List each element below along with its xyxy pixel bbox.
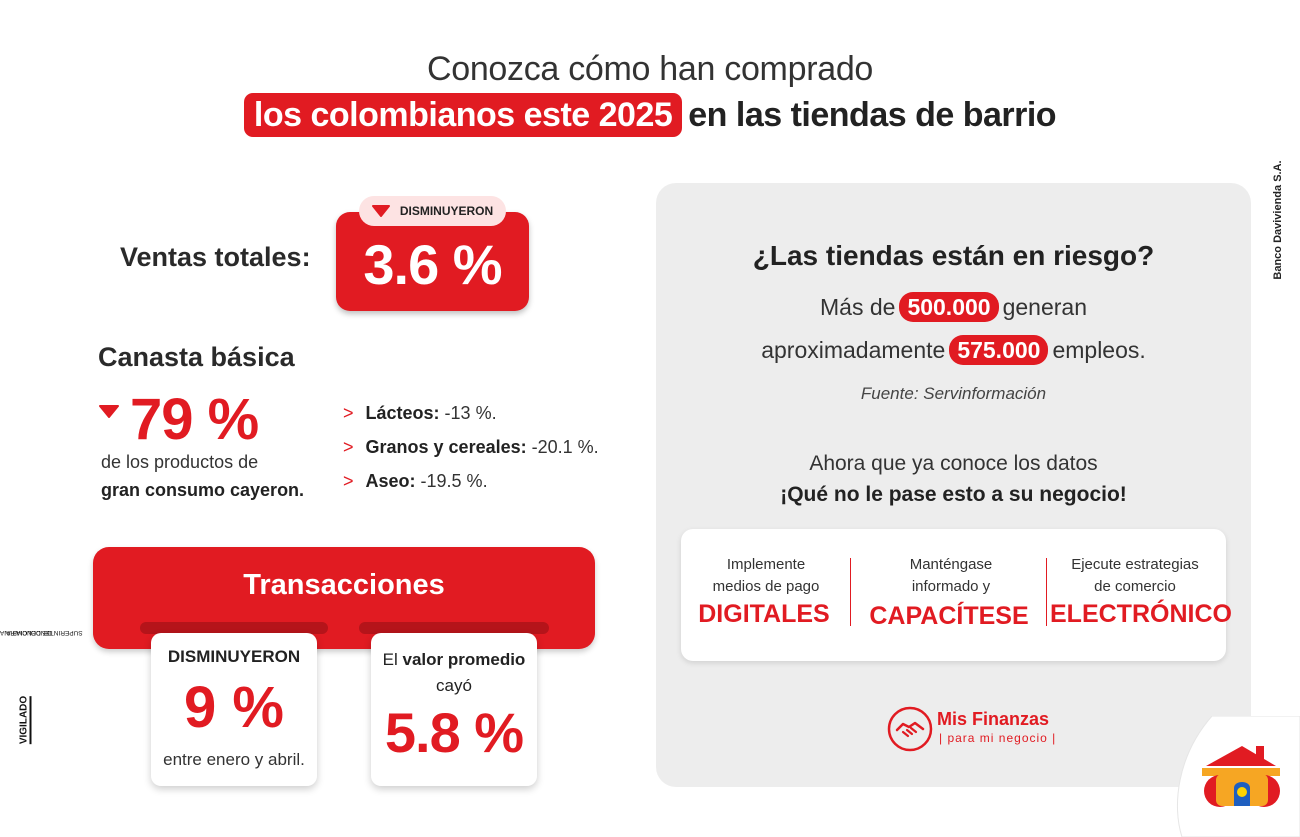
card-slot	[140, 622, 328, 634]
panel-source: Fuente: Servinformación	[860, 384, 1047, 403]
panel-question: ¿Las tiendas están en riesgo?	[752, 240, 1155, 271]
ventas-label: Ventas totales:	[120, 242, 311, 272]
tips-card	[681, 529, 1226, 661]
panel-cta-line2: ¡Qué no le pase esto a su negocio!	[780, 483, 1127, 506]
card2-text-pre: El	[382, 650, 403, 669]
ventas-badge: DISMINUYERON	[359, 196, 506, 226]
category-value: -20.1 %.	[526, 437, 599, 457]
category-item: > Lácteos: -13 %.	[343, 403, 497, 424]
category-value: -13 %.	[439, 403, 497, 423]
caret-down-icon	[99, 405, 119, 418]
tip2-line2: informado y	[911, 578, 991, 595]
tip3-line1: Ejecute estrategias	[1071, 556, 1199, 573]
stat1-number: 500.000	[899, 292, 999, 322]
tip-small: Ejecute estrategias de comercio	[1050, 554, 1220, 598]
tip2-big: CAPACÍTESE	[869, 602, 1029, 630]
panel-cta-line1: Ahora que ya conoce los datos	[809, 452, 1098, 475]
tip1-line1: Implemente	[726, 556, 806, 573]
bank-label-text: Banco Davivienda S.A.	[1272, 160, 1284, 280]
ventas-value: 3.6 %	[363, 233, 502, 296]
category-item: > Aseo: -19.5 %.	[343, 471, 488, 492]
card-slot	[359, 622, 549, 634]
stat1-post: generan	[1002, 294, 1087, 320]
bank-vertical-label: Banco Davivienda S.A.	[1263, 150, 1293, 290]
category-item: > Granos y cereales: -20.1 %.	[343, 437, 599, 458]
caret-down-icon	[371, 205, 390, 217]
chevron-right-icon: >	[343, 471, 354, 491]
card2-text-bold: valor promedio	[402, 650, 526, 669]
tip3-big: ELECTRÓNICO	[1050, 600, 1232, 628]
tip-divider	[1046, 558, 1047, 626]
title-line1: Conozca cómo han comprado	[426, 50, 874, 88]
ventas-badge-label: DISMINUYERON	[399, 204, 494, 218]
stat2-post: empleos.	[1052, 337, 1146, 363]
transacciones-title: Transacciones	[243, 569, 445, 601]
panel-stat-line2: aproximadamente 575.000 empleos.	[656, 335, 1251, 365]
card2-text: El valor promedio cayó	[371, 647, 537, 699]
chevron-right-icon: >	[343, 403, 354, 423]
tip1-line2: medios de pago	[712, 578, 820, 595]
card1-value: 9 %	[184, 675, 284, 740]
vigilado-label: VIGILADO	[10, 690, 40, 750]
card1-note: entre enero y abril.	[163, 750, 305, 769]
category-name: Aseo:	[365, 471, 416, 491]
transacciones-card-1	[151, 633, 317, 786]
category-name: Granos y cereales:	[365, 437, 527, 457]
transacciones-card-2	[371, 633, 537, 786]
card2-text-post: cayó	[436, 676, 472, 695]
tip2-line1: Manténgase	[909, 556, 993, 573]
stat2-number: 575.000	[949, 335, 1049, 365]
card1-label: DISMINUYERON	[167, 647, 301, 666]
stat1-pre: Más de	[820, 294, 896, 320]
tip-small: Implemente medios de pago	[681, 554, 851, 598]
vigilado-text: VIGILADO	[18, 695, 32, 745]
riesgo-panel	[656, 183, 1251, 787]
stat2-pre: aproximadamente	[761, 337, 946, 363]
canasta-value: 79 %	[130, 387, 259, 452]
tip-small: Manténgase informado y	[866, 554, 1036, 598]
handshake-icon	[887, 706, 933, 752]
superintendencia-label: SUPERINTENDENCIA FINANCIERADE COLOMBIA	[0, 572, 83, 692]
title-rest: en las tiendas de barrio	[688, 96, 1057, 134]
tip3-line2: de comercio	[1094, 578, 1176, 595]
category-value: -19.5 %.	[415, 471, 488, 491]
super-line2: DE COLOMBIA	[6, 629, 52, 636]
tip-divider	[850, 558, 851, 626]
davivienda-house-icon	[1177, 716, 1300, 837]
title-line2: los colombianos este 2025 en las tiendas …	[0, 93, 1300, 137]
panel-stat-line1: Más de 500.000 generan	[656, 292, 1251, 322]
title-highlight: los colombianos este 2025	[243, 93, 683, 137]
chevron-right-icon: >	[343, 437, 354, 457]
brand-tagline: | para mi negocio |	[939, 731, 1057, 745]
brand-name: Mis Finanzas	[937, 709, 1050, 729]
canasta-desc-line1: de los productos de	[101, 452, 259, 472]
ventas-box	[336, 212, 529, 311]
tip1-big: DIGITALES	[698, 600, 830, 628]
card2-value: 5.8 %	[384, 701, 524, 764]
category-name: Lácteos:	[365, 403, 440, 423]
canasta-desc-line2: gran consumo cayeron.	[101, 480, 305, 500]
canasta-title: Canasta básica	[98, 342, 295, 372]
